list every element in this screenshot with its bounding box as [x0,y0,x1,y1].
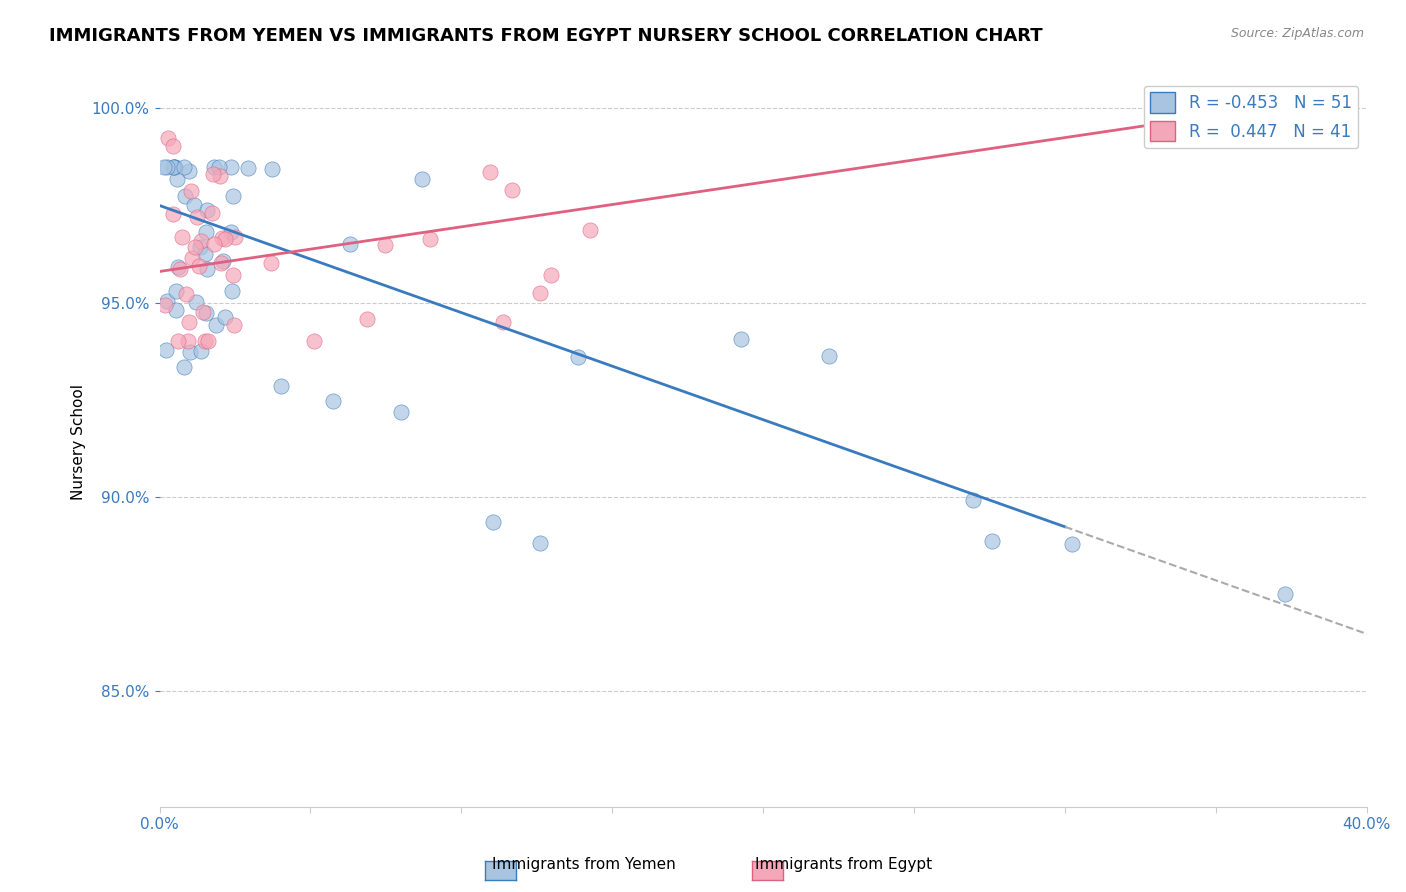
Point [163,160,186,174]
Point [260,162,283,177]
Point [184,240,207,254]
Point [153,298,176,312]
Point [302,334,325,349]
Point [567,350,589,364]
Point [166,172,188,186]
Point [197,334,219,349]
Point [817,349,839,363]
Point [356,312,378,326]
Point [181,251,204,265]
Point [214,310,236,324]
Point [162,206,184,220]
Point [478,165,501,179]
Point [419,232,441,246]
Point [209,256,232,270]
Point [162,139,184,153]
Point [156,293,179,308]
Point [578,223,600,237]
Point [1062,537,1084,551]
Point [162,160,184,174]
Y-axis label: Nursery School: Nursery School [72,384,86,500]
Point [224,230,246,244]
Point [188,240,211,254]
Point [202,236,225,251]
Point [270,379,292,393]
Point [1305,102,1327,116]
Point [236,161,259,176]
Point [211,231,233,245]
Point [173,359,195,374]
Point [191,305,214,319]
Point [222,268,245,282]
Point [188,259,211,273]
Point [180,184,202,198]
Point [194,305,217,319]
Point [374,237,396,252]
Text: Source: ZipAtlas.com: Source: ZipAtlas.com [1230,27,1364,40]
Point [170,229,193,244]
Point [208,160,231,174]
Text: Immigrants from Egypt: Immigrants from Egypt [755,857,932,872]
Point [211,254,233,268]
Point [1274,586,1296,600]
Point [204,318,226,332]
Point [482,515,505,529]
Point [201,167,224,181]
Point [221,160,243,174]
Point [195,262,218,277]
Point [165,303,187,318]
Point [190,234,212,248]
Legend: R = -0.453   N = 51, R =  0.447   N = 41: R = -0.453 N = 51, R = 0.447 N = 41 [1144,86,1358,148]
Point [174,287,197,301]
Point [730,332,752,346]
Point [155,343,177,357]
Text: IMMIGRANTS FROM YEMEN VS IMMIGRANTS FROM EGYPT NURSERY SCHOOL CORRELATION CHART: IMMIGRANTS FROM YEMEN VS IMMIGRANTS FROM… [49,27,1043,45]
Point [194,334,217,349]
Point [222,189,245,203]
Point [501,183,523,197]
Point [163,160,186,174]
Point [492,315,515,329]
Point [209,169,232,184]
Point [165,284,187,298]
Point [222,318,245,333]
Point [183,197,205,211]
Point [167,260,190,275]
Point [177,164,200,178]
Point [176,334,198,349]
Point [195,202,218,217]
Point [980,534,1002,549]
Point [163,160,186,174]
Point [214,232,236,246]
Point [186,210,208,224]
Point [173,189,195,203]
Point [179,315,201,329]
Point [184,294,207,309]
Point [157,131,180,145]
Text: Immigrants from Yemen: Immigrants from Yemen [492,857,675,872]
Point [173,160,195,174]
Point [529,536,551,550]
Point [194,246,217,260]
Point [202,160,225,174]
Point [156,160,179,174]
Point [962,493,984,508]
Point [389,405,412,419]
Point [167,334,190,349]
Point [540,268,562,282]
Point [219,226,242,240]
Point [339,237,361,252]
Point [411,172,433,186]
Point [201,206,224,220]
Point [529,286,551,301]
Point [169,261,191,276]
Point [195,225,218,239]
Point [221,284,243,298]
Point [190,343,212,358]
Point [322,393,344,408]
Point [153,160,176,174]
Point [260,256,283,270]
Point [179,344,201,359]
